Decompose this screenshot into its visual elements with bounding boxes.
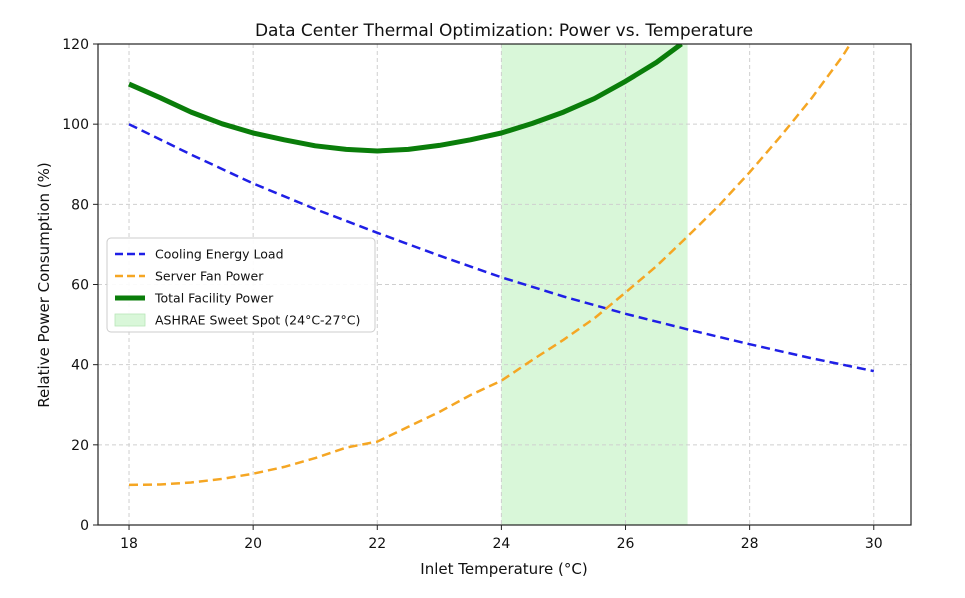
- legend-label: Total Facility Power: [154, 291, 274, 306]
- y-tick-label: 100: [62, 117, 89, 133]
- x-tick-label: 18: [120, 536, 138, 552]
- x-tick-label: 24: [492, 536, 510, 552]
- legend-label: ASHRAE Sweet Spot (24°C-27°C): [155, 313, 360, 328]
- x-tick-label: 26: [617, 536, 635, 552]
- legend-box: [106, 237, 376, 333]
- y-tick-label: 60: [71, 278, 89, 294]
- x-tick-label: 20: [244, 536, 262, 552]
- legend-label: Cooling Energy Load: [155, 247, 284, 262]
- y-tick-label: 80: [71, 197, 89, 213]
- legend-label: Server Fan Power: [155, 269, 264, 284]
- series-layer: [127, 44, 875, 487]
- legend-swatch-region: [114, 313, 146, 327]
- y-axis-label: Relative Power Consumption (%): [35, 162, 53, 407]
- ticks-layer: 18 20 22 24 26 28 30 0 20 40 60 80 100 120: [62, 37, 882, 552]
- y-tick-label: 0: [80, 518, 89, 534]
- y-tick-label: 120: [62, 37, 89, 53]
- legend: Cooling Energy Load Server Fan Power Total…: [106, 237, 376, 333]
- x-axis-label: Inlet Temperature (°C): [420, 560, 587, 578]
- x-tick-label: 28: [741, 536, 759, 552]
- series-line-total-facility-power: [127, 44, 683, 154]
- y-tick-label: 20: [71, 438, 89, 454]
- y-tick-label: 40: [71, 358, 89, 374]
- x-tick-label: 30: [865, 536, 883, 552]
- series-line-server-fan-power: [128, 44, 852, 487]
- x-tick-label: 22: [368, 536, 386, 552]
- chart-title: Data Center Thermal Optimization: Power …: [255, 21, 753, 41]
- series-line-cooling-energy-load: [128, 123, 875, 373]
